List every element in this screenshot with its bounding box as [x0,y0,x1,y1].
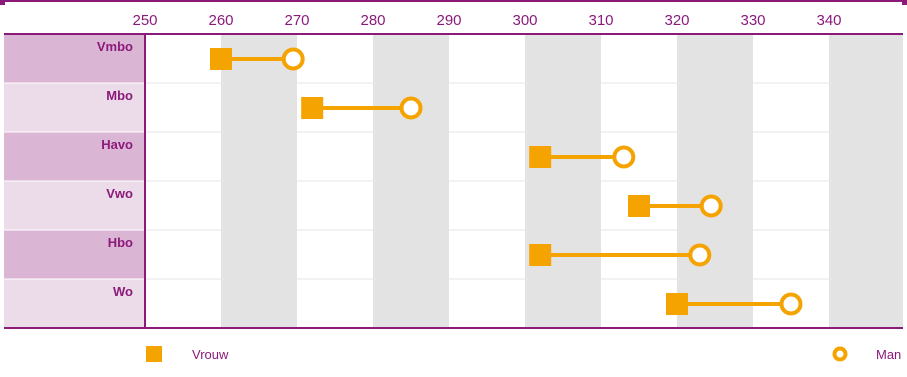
category-row-bg [4,83,145,132]
legend-man-swatch [832,346,848,362]
vrouw-marker [628,195,650,217]
plot-background [145,34,903,328]
axis-cap-right [902,0,907,5]
category-label: Vwo [106,186,133,201]
x-tick-label: 290 [436,12,461,29]
category-row-bg [4,230,145,279]
legend: Vrouw Man [146,346,901,362]
man-marker [281,47,305,71]
x-tick-label: 250 [132,12,157,29]
x-tick-label: 340 [816,12,841,29]
man-marker [399,96,423,120]
category-label: Wo [113,284,133,299]
legend-vrouw-label: Vrouw [192,347,229,362]
man-marker [779,292,803,316]
vrouw-marker [301,97,324,119]
vrouw-marker [210,48,232,70]
category-label: Hbo [108,235,133,250]
vrouw-marker [529,244,552,266]
category-row-bg [4,34,145,83]
man-marker [688,243,712,267]
x-tick-label: 320 [664,12,689,29]
vrouw-marker [529,146,552,168]
axes: 250 260 270 280 290 300 310 320 330 340 [0,0,907,329]
legend-vrouw-swatch [146,346,162,362]
category-label: Vmbo [97,39,133,54]
category-row-bg [4,181,145,230]
category-row-bg [4,279,145,328]
axis-cap-left [0,0,5,5]
vrouw-marker [666,293,688,315]
x-tick-label: 310 [588,12,613,29]
x-tick-label: 280 [360,12,385,29]
x-tick-label: 260 [208,12,233,29]
data-marks [210,47,803,316]
x-tick-label: 300 [512,12,537,29]
category-label: Mbo [106,88,133,103]
man-marker [612,145,636,169]
man-marker [699,194,723,218]
category-row-bg [4,132,145,181]
x-tick-label: 330 [740,12,765,29]
category-rows: Vmbo Mbo Havo Vwo Hbo Wo [4,34,145,328]
category-label: Havo [101,137,133,152]
x-tick-label: 270 [284,12,309,29]
legend-man-label: Man [876,347,901,362]
